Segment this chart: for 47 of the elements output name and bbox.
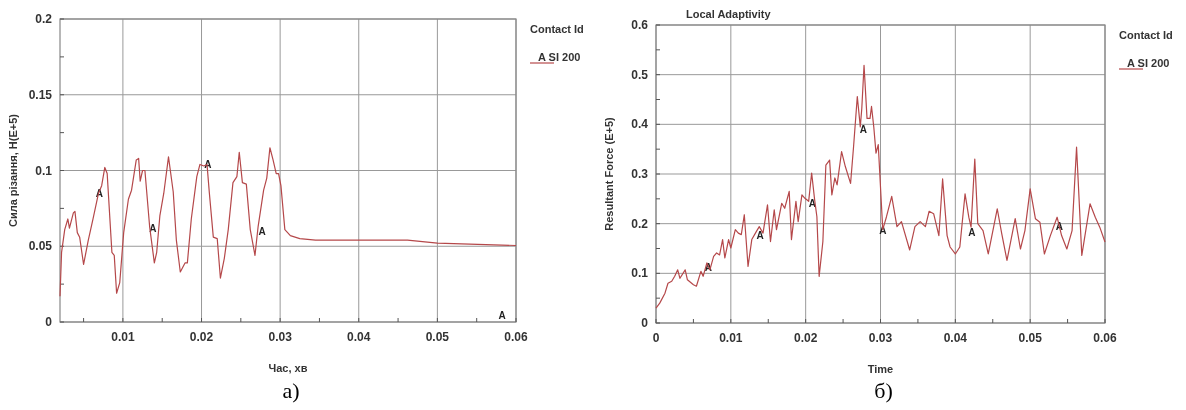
annotation: A: [498, 310, 506, 321]
y-tick-label: 0.1: [631, 266, 649, 281]
text: б): [874, 378, 893, 403]
x-tick-label: 0: [652, 331, 660, 345]
y-tick-label: 0: [641, 316, 649, 330]
annotation: A: [808, 197, 817, 209]
chart-title: Local Adaptivity: [686, 8, 772, 20]
annotation: A: [859, 124, 867, 136]
y-tick-label: 0.2: [35, 12, 53, 26]
annotation: A: [95, 188, 103, 200]
line-series: [655, 64, 1106, 309]
text: A SI 200: [1127, 57, 1170, 69]
x-tick-label: 0.06: [1093, 331, 1117, 345]
x-axis-title: Time: [867, 363, 894, 375]
x-tick-label: 0.03: [868, 331, 893, 345]
y-tick-label: 0.2: [631, 216, 649, 231]
y-axis-title: Сила різання, Н(E+5): [7, 113, 19, 228]
text: a): [282, 378, 300, 403]
x-tick-label: 0.02: [189, 330, 214, 344]
annotation: A: [149, 223, 157, 235]
y-tick-label: 0.4: [631, 117, 649, 132]
y-tick-label: 0.5: [631, 67, 649, 82]
x-tick-label: 0.04: [943, 331, 968, 345]
x-tick-label: 0.04: [347, 330, 371, 344]
x-tick-label: 0.03: [268, 330, 293, 344]
annotation: A: [204, 159, 212, 171]
line-series: [59, 147, 517, 297]
y-tick-label: 0.3: [631, 167, 649, 181]
legend-title: Contact Id: [530, 23, 584, 35]
x-tick-label: 0.01: [111, 330, 135, 344]
annotation: A: [258, 226, 266, 238]
x-tick-label: 0.05: [425, 330, 450, 344]
y-tick-label: 0.6: [631, 18, 649, 32]
x-tick-label: 0.06: [504, 330, 528, 344]
text: A SI 200: [538, 51, 581, 63]
x-tick-label: 0.02: [793, 331, 818, 345]
x-tick-label: 0.01: [719, 331, 743, 345]
y-axis-title: Resultant Force (E+5): [603, 116, 615, 231]
y-tick-label: 0.1: [35, 163, 53, 178]
y-tick-label: 0: [45, 315, 53, 329]
x-tick-label: 0.05: [1018, 331, 1043, 345]
legend-title: Contact Id: [1119, 29, 1173, 41]
y-tick-label: 0.05: [28, 239, 53, 254]
annotation: A: [968, 227, 976, 239]
x-axis-title: Час, хв: [268, 362, 308, 374]
annotation: A: [756, 230, 764, 242]
y-tick-label: 0.15: [28, 87, 53, 102]
